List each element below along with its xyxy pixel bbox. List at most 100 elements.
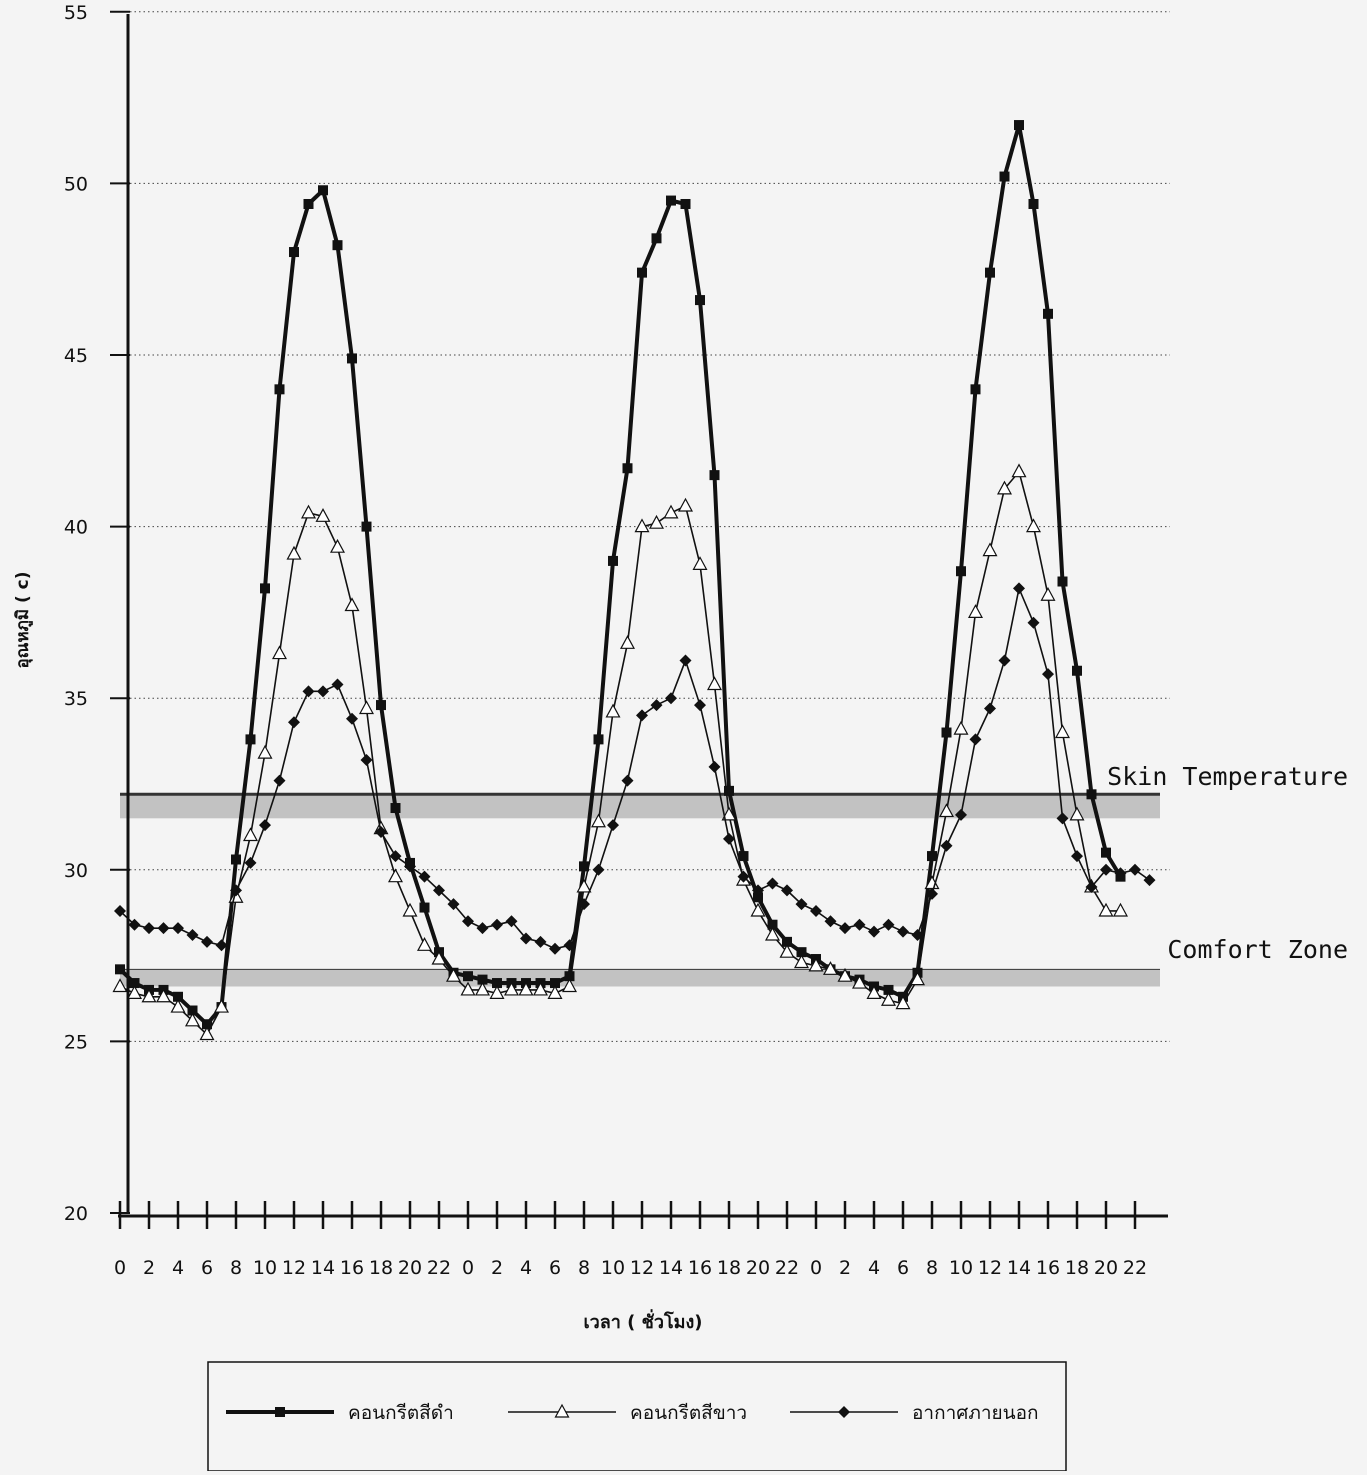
data-point (576, 878, 592, 893)
data-point (389, 850, 402, 863)
x-tick-label: 14 (1007, 1257, 1031, 1279)
data-point (619, 635, 636, 649)
grid (130, 11, 1170, 1042)
data-point (578, 898, 590, 911)
data-point (723, 832, 735, 845)
legend-marker (275, 1407, 285, 1417)
data-point (651, 233, 662, 244)
data-point (347, 353, 357, 364)
data-point (796, 947, 807, 958)
x-tick-label: 16 (340, 1257, 364, 1279)
data-point (998, 654, 1011, 667)
legend-item: คอนกรีตสีดำ (226, 1402, 454, 1424)
data-point (1112, 902, 1129, 917)
x-tick-label: 4 (172, 1257, 184, 1279)
x-tick-label: 6 (201, 1257, 213, 1279)
data-point (753, 892, 763, 903)
data-point (186, 929, 199, 942)
data-point (331, 678, 344, 691)
legend-marker (838, 1406, 850, 1418)
data-point (273, 774, 286, 787)
data-point (969, 733, 982, 746)
data-point (709, 470, 720, 481)
data-point (300, 504, 317, 519)
data-point (1085, 880, 1098, 893)
x-tick-label: 2 (143, 1257, 155, 1279)
data-point (1056, 812, 1069, 825)
x-tick-label: 12 (282, 1257, 306, 1279)
y-tick-label: 55 (64, 2, 88, 24)
x-tick-label: 6 (897, 1257, 909, 1279)
data-point (289, 247, 299, 258)
data-point (286, 545, 302, 560)
data-point (376, 700, 386, 711)
data-point (418, 870, 431, 883)
data-point (518, 981, 534, 996)
y-tick-label: 30 (64, 860, 88, 882)
data-point (1129, 863, 1141, 876)
band-fill (120, 794, 1160, 819)
data-point (665, 692, 677, 705)
data-point (882, 918, 895, 931)
series-line (119, 470, 1121, 1036)
data-point (534, 935, 547, 948)
data-point (853, 918, 866, 931)
band-label: Skin Temperature (1107, 762, 1348, 791)
data-point (360, 753, 373, 766)
x-tick-label: 10 (253, 1257, 277, 1279)
data-point (550, 978, 560, 989)
data-point (694, 699, 706, 712)
data-point (766, 877, 779, 890)
data-point (1027, 616, 1040, 629)
data-point (897, 925, 909, 938)
data-point (1013, 582, 1025, 595)
data-point (793, 954, 810, 969)
data-point (999, 171, 1010, 182)
data-point (463, 971, 473, 982)
data-point (173, 991, 183, 1002)
data-point (781, 884, 793, 897)
bands: Skin Temperature Comfort Zone (120, 762, 1348, 987)
data-point (141, 988, 157, 1003)
data-point (708, 760, 721, 773)
data-point (245, 734, 256, 745)
data-point (911, 929, 924, 942)
data-point (810, 904, 822, 917)
data-point (926, 887, 938, 900)
data-point (636, 709, 648, 722)
data-point (941, 727, 952, 738)
x-tick-label: 8 (578, 1257, 590, 1279)
data-point (764, 926, 781, 941)
y-tick-label: 40 (64, 517, 88, 539)
data-point (985, 267, 995, 278)
data-point (157, 922, 170, 935)
data-point (779, 943, 795, 958)
data-point (114, 904, 126, 917)
data-point (866, 985, 882, 999)
x-tick-label: 6 (549, 1257, 561, 1279)
data-point (982, 542, 998, 557)
data-point (474, 981, 491, 996)
series-line (119, 587, 1150, 950)
data-point (199, 1026, 215, 1041)
x-tick-label: 2 (839, 1257, 851, 1279)
data-point (231, 854, 241, 865)
data-point (489, 985, 505, 999)
data-point (695, 295, 705, 306)
data-point (822, 961, 839, 975)
x-tick-label: 18 (717, 1257, 741, 1279)
data-point (1025, 518, 1042, 533)
data-point (1072, 665, 1082, 676)
data-point (1040, 586, 1056, 601)
legend-label: คอนกรีตสีดำ (348, 1402, 454, 1424)
data-point (808, 957, 824, 972)
x-tick-label: 18 (1065, 1257, 1089, 1279)
data-point (361, 521, 372, 532)
data-point (677, 497, 694, 512)
data-point (895, 995, 911, 1010)
x-tick-label: 10 (601, 1257, 625, 1279)
legend-label: อากาศภายนอก (912, 1402, 1039, 1424)
data-point (1043, 308, 1053, 319)
x-tick-label: 22 (427, 1257, 451, 1279)
